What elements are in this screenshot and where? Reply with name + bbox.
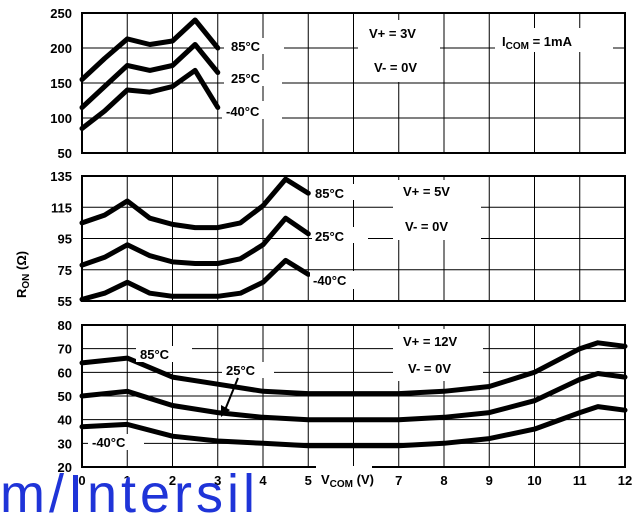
x-tick-label: 9 xyxy=(486,473,493,488)
annotation-box-p2-supply: V+ = 5V V- = 0V xyxy=(393,180,481,240)
y-tick-label-p1: 250 xyxy=(50,6,72,21)
series-line-p3-2 xyxy=(79,371,628,423)
x-tick-label: 12 xyxy=(618,473,632,488)
y-tick-label-p2: 115 xyxy=(51,200,72,215)
annotation-vminus-0v: V- = 0V xyxy=(374,60,417,75)
x-tick-label: 11 xyxy=(573,473,587,488)
x-tick-label: 2 xyxy=(169,473,176,488)
series-label-25c-p1: 25°C xyxy=(231,71,261,86)
y-tick-label-p1: 100 xyxy=(50,111,72,126)
y-axis-title: RON (Ω) xyxy=(14,251,32,298)
series-line-p1-1 xyxy=(79,17,221,82)
y-tick-label-p3: 20 xyxy=(58,460,72,475)
annotation-icom: ICOM = 1mA xyxy=(495,28,613,52)
annotation-vplus-12v: V+ = 12V xyxy=(403,334,458,349)
series-line-p3-3 xyxy=(79,404,628,449)
x-tick-label: 8 xyxy=(440,473,447,488)
y-tick-label-p2: 75 xyxy=(58,263,72,278)
series-label-25c-p3: 25°C xyxy=(226,363,256,378)
series-label-25c-pointer xyxy=(224,377,239,411)
y-tick-label-p3: 40 xyxy=(58,413,72,428)
y-tick-label-p2: 55 xyxy=(58,294,72,309)
x-tick-label: 3 xyxy=(214,473,221,488)
series-line-p2-3 xyxy=(79,257,311,302)
x-tick-label: 7 xyxy=(395,473,402,488)
x-tick-label: 5 xyxy=(305,473,312,488)
y-tick-label-p1: 150 xyxy=(50,76,72,91)
x-tick-label: 0 xyxy=(78,473,85,488)
series-label-85c-p2: 85°C xyxy=(315,186,345,201)
series-label-m40c-p2: -40°C xyxy=(313,273,347,288)
annotation-vplus-5v: V+ = 5V xyxy=(403,184,450,199)
series-line-p1-2 xyxy=(79,42,221,110)
x-tick-label: 1 xyxy=(124,473,131,488)
series-line-p2-1 xyxy=(79,176,311,231)
series-label-m40c-p1: -40°C xyxy=(226,104,260,119)
y-tick-label-p3: 50 xyxy=(58,389,72,404)
annotation-box-p3-supply: V+ = 12V V- = 0V xyxy=(393,329,483,381)
series-label-m40c-p3: -40°C xyxy=(92,435,126,450)
series-line-p2-2 xyxy=(79,215,311,268)
series-label-25c-p2: 25°C xyxy=(315,229,345,244)
annotation-vminus-0v-p3: V- = 0V xyxy=(408,361,451,376)
annotation-box-p1-supply: V+ = 3V V- = 0V xyxy=(358,20,440,82)
x-tick-label: 10 xyxy=(527,473,541,488)
y-tick-label-p3: 70 xyxy=(58,342,72,357)
y-tick-label-p2: 135 xyxy=(50,169,72,184)
y-tick-label-p3: 60 xyxy=(58,365,72,380)
y-tick-label-p2: 95 xyxy=(58,232,72,247)
y-tick-label-p3: 30 xyxy=(58,436,72,451)
watermark-text: m/Intersil xyxy=(0,464,259,517)
annotation-vplus-3v: V+ = 3V xyxy=(369,26,416,41)
series-label-85c-p1: 85°C xyxy=(231,39,261,54)
x-axis-title: VCOM (V) xyxy=(321,472,374,490)
y-tick-label-p1: 200 xyxy=(50,41,72,56)
series-line-p3-1 xyxy=(79,340,628,397)
annotation-vminus-0v-p2: V- = 0V xyxy=(405,219,448,234)
x-tick-label: 4 xyxy=(259,473,267,488)
series-label-85c-p3: 85°C xyxy=(140,347,170,362)
y-tick-label-p1: 50 xyxy=(58,146,72,161)
series-line-p1-3 xyxy=(79,67,221,131)
pointer-arrowhead xyxy=(221,405,230,417)
y-tick-label-p3: 80 xyxy=(58,318,72,333)
